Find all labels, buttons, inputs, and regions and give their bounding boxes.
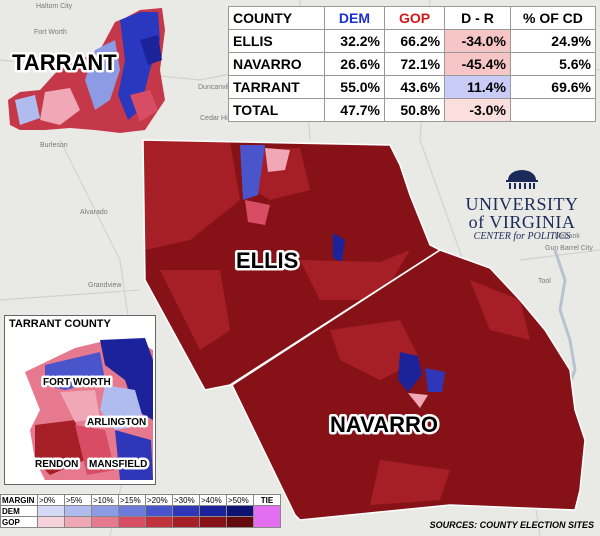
- results-header-row: COUNTY DEM GOP D - R % OF CD: [228, 6, 597, 30]
- county-cell: TARRANT: [228, 75, 325, 99]
- margin-legend: MARGIN >0% >5% >10% >15% >20% >30% >40% …: [0, 494, 281, 528]
- ellis-map-label: ELLIS: [236, 248, 298, 273]
- gop-cell: 66.2%: [383, 29, 446, 53]
- legend-swatch: [199, 505, 227, 517]
- share-header: % OF CD: [509, 6, 597, 30]
- table-row: TOTAL 47.7% 50.8% -3.0%: [228, 98, 597, 122]
- legend-bin-label: >0%: [37, 494, 65, 506]
- legend-swatch: [145, 516, 173, 528]
- gop-cell: 72.1%: [383, 52, 446, 76]
- tarrant-county-inset: TARRANT COUNTY FORT WORTH ARLINGTON REND…: [4, 315, 156, 485]
- town-label: Haltom City: [36, 3, 73, 10]
- legend-bin-label: >10%: [91, 494, 119, 506]
- share-cell: [509, 98, 597, 122]
- share-cell: 69.6%: [509, 75, 597, 99]
- gop-header: GOP: [383, 6, 446, 30]
- legend-swatch: [64, 516, 92, 528]
- inset-label-mansfield: MANSFIELD: [89, 459, 147, 470]
- county-cell: TOTAL: [228, 98, 325, 122]
- margin-header: D - R: [444, 6, 511, 30]
- legend-margin-label: MARGIN: [0, 494, 38, 506]
- dem-cell: 55.0%: [323, 75, 385, 99]
- legend-tie-swatch: [253, 505, 281, 528]
- legend-gop-label: GOP: [0, 516, 38, 528]
- table-row: NAVARRO 26.6% 72.1% -45.4% 5.6%: [228, 52, 597, 76]
- legend-swatch: [37, 516, 65, 528]
- town-label: Duncanville: [198, 84, 234, 91]
- legend-bin-label: >40%: [199, 494, 227, 506]
- table-row: ELLIS 32.2% 66.2% -34.0% 24.9%: [228, 29, 597, 53]
- county-cell: NAVARRO: [228, 52, 325, 76]
- rotunda-icon: [506, 170, 538, 189]
- inset-label-arlington: ARLINGTON: [87, 417, 146, 428]
- logo-line-2: of VIRGINIA: [468, 212, 576, 232]
- tarrant-map-label: TARRANT: [12, 50, 117, 75]
- gop-cell: 50.8%: [383, 98, 446, 122]
- legend-gop-row: GOP: [0, 516, 281, 528]
- legend-swatch: [226, 516, 254, 528]
- legend-swatch: [226, 505, 254, 517]
- gop-cell: 43.6%: [383, 75, 446, 99]
- town-label: Burleson: [40, 142, 68, 149]
- margin-cell: -3.0%: [444, 98, 511, 122]
- town-label: Tool: [538, 278, 551, 285]
- sources-note: SOURCES: COUNTY ELECTION SITES: [429, 520, 594, 530]
- legend-swatch: [172, 516, 200, 528]
- legend-bin-label: >15%: [118, 494, 146, 506]
- dem-cell: 32.2%: [323, 29, 385, 53]
- town-label: Alvarado: [80, 209, 108, 216]
- margin-cell: -34.0%: [444, 29, 511, 53]
- legend-swatch: [145, 505, 173, 517]
- inset-title: TARRANT COUNTY: [9, 318, 111, 330]
- margin-cell: -45.4%: [444, 52, 511, 76]
- county-cell: ELLIS: [228, 29, 325, 53]
- town-label: Mabank: [555, 233, 580, 240]
- legend-swatch: [118, 505, 146, 517]
- legend-tie-label: TIE: [253, 494, 281, 506]
- town-label: Gun Barrel City: [545, 245, 593, 252]
- legend-swatch: [172, 505, 200, 517]
- dem-header: DEM: [323, 6, 385, 30]
- town-label: Cedar Hill: [200, 115, 231, 122]
- legend-bin-label: >5%: [64, 494, 92, 506]
- town-label: Grandview: [88, 282, 122, 289]
- inset-label-rendon: RENDON: [35, 459, 78, 470]
- inset-map: FORT WORTH ARLINGTON RENDON MANSFIELD: [25, 338, 153, 480]
- legend-swatch: [91, 505, 119, 517]
- county-header: COUNTY: [228, 6, 325, 30]
- navarro-map-label: NAVARRO: [330, 412, 438, 437]
- dem-cell: 47.7%: [323, 98, 385, 122]
- legend-swatch: [118, 516, 146, 528]
- dem-cell: 26.6%: [323, 52, 385, 76]
- uva-center-for-politics-logo: UNIVERSITY of VIRGINIA CENTER for POLITI…: [452, 168, 592, 242]
- legend-swatch: [64, 505, 92, 517]
- legend-dem-row: DEM: [0, 505, 281, 528]
- legend-header-row: MARGIN >0% >5% >10% >15% >20% >30% >40% …: [0, 494, 281, 506]
- logo-line-3: CENTER for POLITICS: [473, 231, 571, 242]
- legend-swatch: [91, 516, 119, 528]
- legend-bin-label: >50%: [226, 494, 254, 506]
- inset-label-fort-worth: FORT WORTH: [43, 377, 111, 388]
- results-table: COUNTY DEM GOP D - R % OF CD ELLIS 32.2%…: [228, 6, 597, 122]
- town-label: Fort Worth: [34, 29, 67, 36]
- legend-swatch: [37, 505, 65, 517]
- share-cell: 5.6%: [509, 52, 597, 76]
- table-row: TARRANT 55.0% 43.6% 11.4% 69.6%: [228, 75, 597, 99]
- legend-bin-label: >20%: [145, 494, 173, 506]
- share-cell: 24.9%: [509, 29, 597, 53]
- legend-swatch: [199, 516, 227, 528]
- logo-line-1: UNIVERSITY: [465, 194, 579, 214]
- legend-bin-label: >30%: [172, 494, 200, 506]
- margin-cell: 11.4%: [444, 75, 511, 99]
- legend-dem-label: DEM: [0, 505, 38, 517]
